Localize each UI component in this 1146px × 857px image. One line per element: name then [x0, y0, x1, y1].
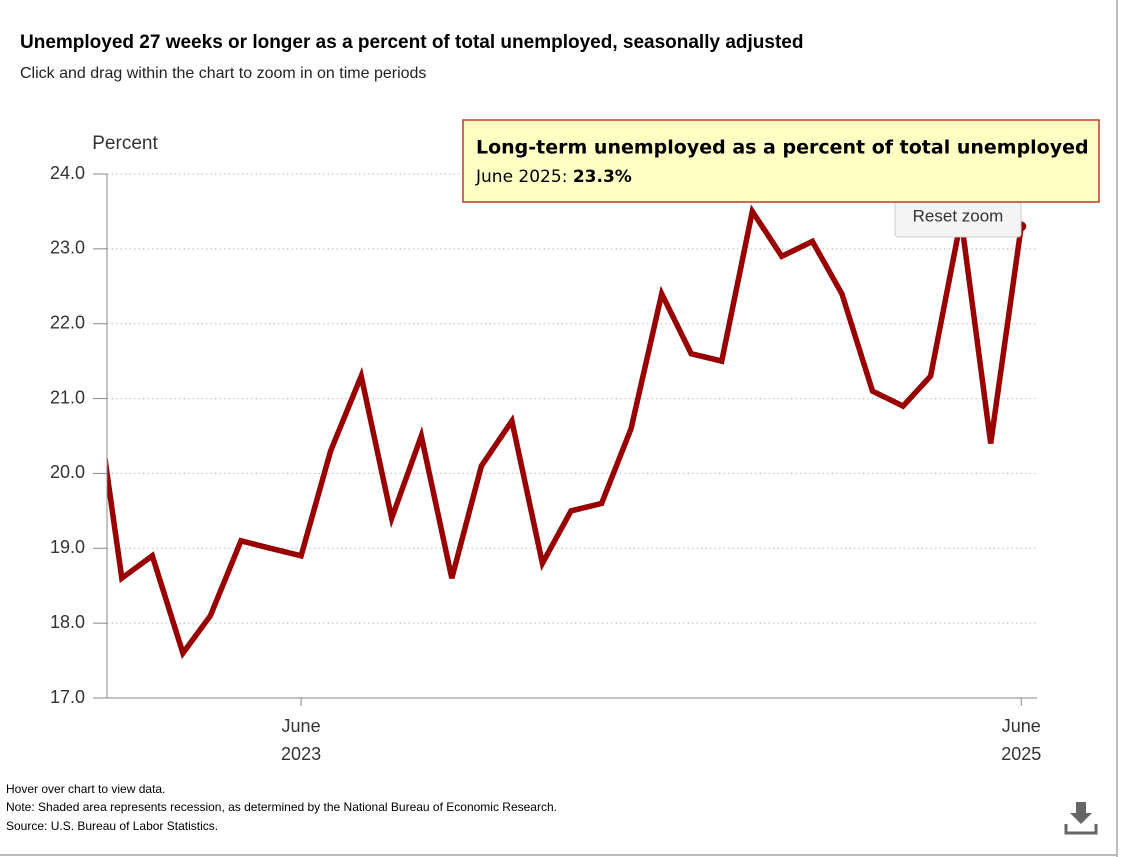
- note: Note: Shaded area represents recession, …: [6, 800, 557, 814]
- note: Source: U.S. Bureau of Labor Statistics.: [6, 819, 218, 833]
- download-button[interactable]: [1064, 802, 1098, 835]
- x-tick-label: June: [282, 716, 321, 736]
- y-tick-label: 24.0: [50, 163, 85, 183]
- x-tick-label: June: [1002, 716, 1041, 736]
- tooltip-box: [462, 119, 1100, 203]
- tooltip: Long-term unemployed as a percent of tot…: [462, 119, 1100, 203]
- note: Hover over chart to view data.: [6, 782, 165, 796]
- y-tick-label: 23.0: [50, 238, 85, 258]
- download-icon[interactable]: [1070, 813, 1092, 824]
- y-tick-label: 17.0: [50, 687, 85, 707]
- reset-zoom-button[interactable]: Reset zoom: [894, 198, 1022, 238]
- y-axis-label: Percent: [92, 133, 158, 154]
- y-tick-label: 20.0: [50, 462, 85, 482]
- download-icon[interactable]: [1064, 824, 1098, 835]
- x-tick-label: 2025: [1001, 744, 1041, 764]
- reset-zoom-label[interactable]: Reset zoom: [913, 206, 1004, 225]
- chart-title: Unemployed 27 weeks or longer as a perce…: [20, 32, 803, 53]
- tooltip-title: Long-term unemployed as a percent of tot…: [476, 137, 1089, 159]
- y-tick-label: 19.0: [50, 537, 85, 557]
- grid: [107, 173, 1037, 624]
- chart-subtitle: Click and drag within the chart to zoom …: [20, 65, 426, 82]
- tooltip-date: June 2025:: [475, 167, 567, 187]
- axes: 17.0 18.0 19.0 20.0 21.0 22.0 23.0 24.0 June 2023…: [50, 163, 1041, 764]
- data-line: [107, 204, 1024, 660]
- y-tick-label: 18.0: [50, 612, 85, 632]
- y-tick-label: 21.0: [50, 387, 85, 407]
- plot-area: [107, 204, 1027, 660]
- y-tick-label: 22.0: [50, 312, 85, 332]
- tooltip-value: 23.3%: [573, 167, 632, 187]
- download-icon[interactable]: [1076, 802, 1086, 814]
- tooltip-text: June 2025: 23.3%: [475, 167, 632, 187]
- x-tick-label: 2023: [281, 744, 321, 764]
